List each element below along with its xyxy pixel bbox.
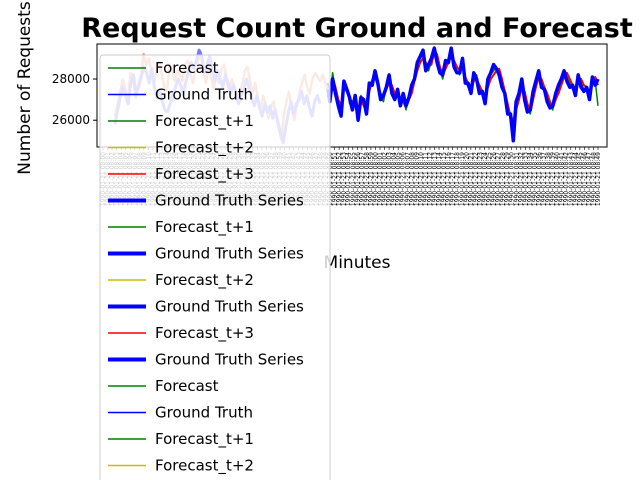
legend-label: Forecast [155, 377, 219, 395]
x-tick-label: 1990-01-21 08:37 [541, 152, 548, 206]
x-tick-label: 1990-01-21 08:30 [509, 152, 516, 206]
x-tick-label: 1990-01-21 08:21 [468, 152, 475, 206]
x-tick-label: 1990-01-21 08:40 [554, 152, 561, 206]
x-tick-label: 1990-01-21 08:08 [409, 152, 416, 206]
legend-label: Forecast_t+1 [155, 218, 254, 237]
legend-box [99, 54, 331, 480]
x-tick-label: 1990-01-21 08:01 [377, 152, 384, 206]
x-tick-label: 1990-01-21 08:34 [527, 152, 534, 206]
y-tick-label: 28000 [52, 72, 90, 86]
legend-label: Forecast_t+3 [155, 324, 254, 343]
x-tick-label: 1990-01-21 08:41 [559, 152, 566, 206]
x-tick-label: 1990-01-21 08:18 [454, 152, 461, 206]
legend-label: Ground Truth Series [155, 351, 304, 369]
x-tick-label: 1990-01-21 08:28 [500, 152, 507, 206]
x-tick-label: 1990-01-21 08:55 [350, 152, 357, 206]
series-line [325, 46, 600, 143]
x-tick-label: 1990-01-21 08:16 [445, 152, 452, 206]
x-tick-label: 1990-01-21 08:12 [427, 152, 434, 206]
x-tick-label: 1990-01-21 08:59 [368, 152, 375, 206]
legend-label: Ground Truth [155, 86, 253, 104]
x-tick-label: 1990-01-21 08:52 [336, 152, 343, 206]
x-tick-label: 1990-01-21 08:05 [395, 152, 402, 206]
x-tick-label: 1990-01-21 08:02 [382, 152, 389, 206]
axes-frame [96, 43, 608, 148]
x-tick-label: 1990-01-21 08:48 [590, 152, 597, 206]
x-tick-label: 1990-01-21 08:03 [386, 152, 393, 206]
x-tick-label: 1990-01-21 08:47 [586, 152, 593, 206]
x-tick-label: 1990-01-21 08:13 [432, 152, 439, 206]
x-tick-label: 1990-01-21 08:20 [463, 152, 470, 206]
legend-label: Forecast_t+2 [155, 271, 254, 290]
x-tick-label: 1990-01-21 08:44 [572, 152, 579, 206]
legend-label: Forecast_t+1 [155, 112, 254, 131]
x-tick-label: 1990-01-21 08:39 [550, 152, 557, 206]
y-tick-label: 26000 [52, 113, 90, 127]
x-tick-label: 1990-01-21 08:43 [568, 152, 575, 206]
x-tick-label: 1990-01-21 08:32 [518, 152, 525, 206]
legend-label: Ground Truth Series [155, 298, 304, 316]
x-tick-label: 1990-01-21 08:07 [404, 152, 411, 206]
x-axis-label: Minutes [324, 253, 391, 273]
x-tick-label: 1990-01-21 08:42 [563, 152, 570, 206]
y-axis-label: Number of Requests [15, 1, 35, 175]
legend-label: Ground Truth [155, 404, 253, 422]
legend-label: Ground Truth Series [155, 245, 304, 263]
x-tick-label: 1990-01-21 08:10 [418, 152, 425, 206]
x-tick-label: 1990-01-21 08:57 [359, 152, 366, 206]
legend-label: Ground Truth Series [155, 192, 304, 210]
x-tick-label: 1990-01-21 08:33 [522, 152, 529, 206]
x-tick-label: 1990-01-21 08:22 [472, 152, 479, 206]
x-tick-label: 1990-01-21 08:24 [481, 152, 488, 206]
x-tick-label: 1990-01-21 08:35 [531, 152, 538, 206]
x-tick-label: 1990-01-21 08:19 [459, 152, 466, 206]
legend-label: Forecast [155, 59, 219, 77]
legend-label: Forecast_t+3 [155, 165, 254, 184]
x-tick-label: 1990-01-21 08:26 [491, 152, 498, 206]
x-tick-label: 1990-01-21 08:46 [581, 152, 588, 206]
x-tick-label: 1990-01-21 08:58 [363, 152, 370, 206]
legend-label: Forecast_t+2 [155, 139, 254, 158]
x-tick-label: 1990-01-21 08:38 [545, 152, 552, 206]
x-tick-label: 1990-01-21 08:56 [354, 152, 361, 206]
x-tick-label: 1990-01-21 08:06 [400, 152, 407, 206]
x-tick-label: 1990-01-21 08:14 [436, 152, 443, 206]
x-tick-label: 1990-01-21 08:29 [504, 152, 511, 206]
legend-label: Forecast_t+1 [155, 430, 254, 449]
x-tick-label: 1990-01-21 08:50 [327, 152, 334, 206]
x-tick-label: 1990-01-21 08:00 [372, 152, 379, 206]
legend: Forecast Ground Truth Forecast_t+1 Forecast… [99, 54, 331, 480]
chart-title: Request Count Ground and Forecast [81, 13, 633, 44]
x-tick-label: 1990-01-21 08:27 [495, 152, 502, 206]
x-tick-label: 1990-01-21 08:15 [441, 152, 448, 206]
x-tick-label: 1990-01-21 08:36 [536, 152, 543, 206]
x-tick-label: 1990-01-21 08:25 [486, 152, 493, 206]
x-tick-label: 1990-01-21 08:54 [345, 152, 352, 206]
x-tick-label: 1990-01-21 08:49 [595, 152, 602, 206]
x-tick-label: 1990-01-21 08:04 [391, 152, 398, 206]
x-tick-label: 1990-01-21 08:11 [422, 152, 429, 206]
x-tick-label: 1990-01-21 08:09 [413, 152, 420, 206]
x-tick-label: 1990-01-21 08:31 [513, 152, 520, 206]
x-tick-label: 1990-01-21 08:45 [577, 152, 584, 206]
legend-label: Forecast_t+2 [155, 457, 254, 476]
y-axis-ticks: 26000 28000 [52, 72, 97, 127]
x-tick-label: 1990-01-21 08:17 [450, 152, 457, 206]
x-tick-label: 1990-01-21 08:53 [341, 152, 348, 206]
x-tick-label: 1990-01-21 08:23 [477, 152, 484, 206]
x-tick-label: 1990-01-21 08:51 [332, 152, 339, 206]
